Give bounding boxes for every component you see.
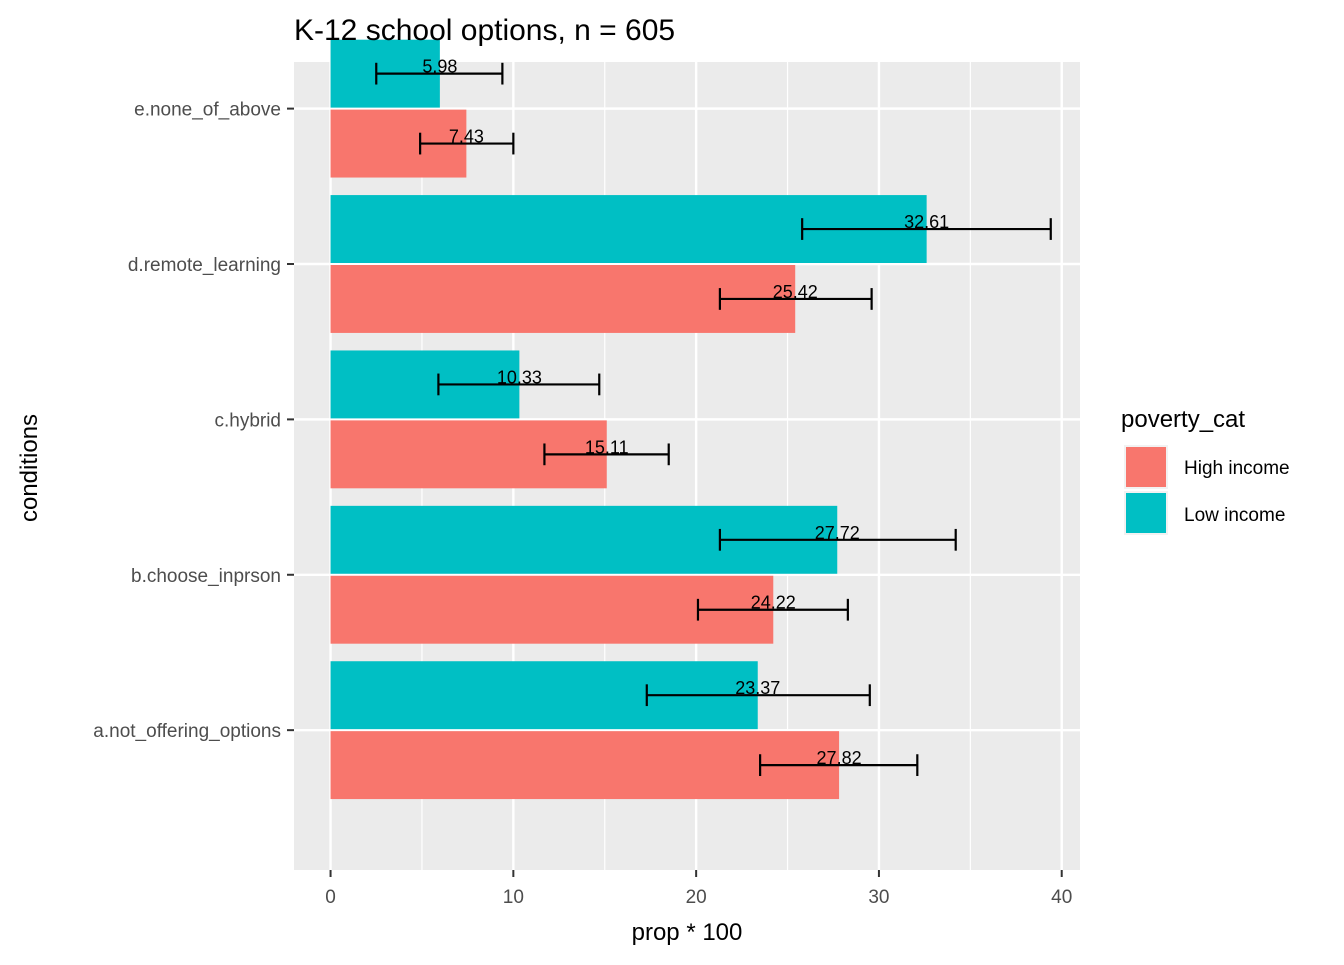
y-tick-label-d-remote-learning: d.remote_learning xyxy=(128,255,281,276)
legend: poverty_cat High income Low income xyxy=(1121,406,1290,535)
x-tick-label-0: 0 xyxy=(325,887,336,908)
bar-high-income-d-remote-learning xyxy=(330,265,796,333)
legend-swatch-high-income xyxy=(1126,447,1166,487)
data-label-low-income-c-hybrid: 10.33 xyxy=(497,367,542,387)
x-tick-label-10: 10 xyxy=(503,887,524,908)
x-axis-title: prop * 100 xyxy=(632,919,743,946)
data-label-high-income-d-remote-learning: 25.42 xyxy=(773,282,818,302)
error-bars xyxy=(375,62,1052,776)
y-axis-title: conditions xyxy=(16,414,43,522)
bars xyxy=(330,39,927,800)
data-label-high-income-a-not-offering-options: 27.82 xyxy=(817,748,862,768)
x-tick-label-30: 30 xyxy=(868,887,889,908)
data-label-high-income-b-choose-inprson: 24.22 xyxy=(751,593,796,613)
y-tick-label-c-hybrid: c.hybrid xyxy=(214,410,281,431)
y-axis: a.not_offering_options b.choose_inprson c.… xyxy=(93,100,294,742)
legend-label-low-income: Low income xyxy=(1184,505,1285,526)
y-tick-label-e-none-of-above: e.none_of_above xyxy=(134,100,281,121)
data-label-low-income-d-remote-learning: 32.61 xyxy=(904,212,949,232)
y-tick-label-b-choose-inprson: b.choose_inprson xyxy=(131,566,281,587)
legend-label-high-income: High income xyxy=(1184,458,1290,479)
chart-title: K-12 school options, n = 605 xyxy=(294,14,675,47)
x-tick-label-40: 40 xyxy=(1051,887,1072,908)
x-axis: 0 10 20 30 40 xyxy=(325,870,1072,908)
bar-high-income-a-not-offering-options xyxy=(330,731,840,800)
x-tick-label-20: 20 xyxy=(686,887,707,908)
data-labels: 27.82 24.22 15.11 25.42 7.43 23.37 27.72 10.33 3… xyxy=(422,57,949,768)
data-label-high-income-c-hybrid: 15.11 xyxy=(585,437,629,457)
data-label-low-income-a-not-offering-options: 23.37 xyxy=(735,678,780,698)
data-label-low-income-b-choose-inprson: 27.72 xyxy=(815,523,860,543)
data-label-low-income-e-none-of-above: 5.98 xyxy=(422,57,457,77)
legend-swatch-low-income xyxy=(1126,493,1166,533)
legend-title: poverty_cat xyxy=(1121,406,1245,433)
y-tick-label-a-not-offering-options: a.not_offering_options xyxy=(93,721,281,742)
data-label-high-income-e-none-of-above: 7.43 xyxy=(449,127,484,147)
